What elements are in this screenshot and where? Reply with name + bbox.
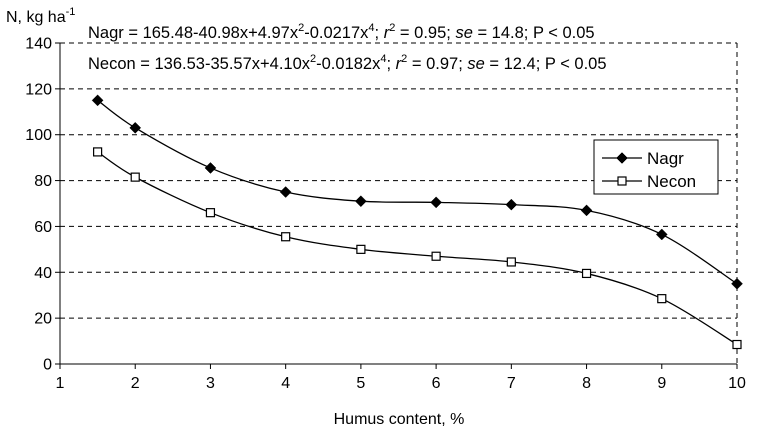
legend-label-nagr: Nagr <box>647 149 684 168</box>
x-tick-label-10: 10 <box>728 375 746 392</box>
x-tick-label-2: 2 <box>131 375 140 392</box>
equation-fragment: 4 <box>368 22 374 34</box>
data-point-necon-10 <box>732 339 742 350</box>
equation-fragment: -0.0182x <box>316 55 381 73</box>
y-tick-label-60: 60 <box>34 219 52 236</box>
data-point-nagr-3 <box>204 162 217 174</box>
equation-fragment: r <box>396 55 403 73</box>
y-tick-label-140: 140 <box>25 36 52 53</box>
legend-marker-nagr <box>616 152 628 164</box>
equation-fragment: 2 <box>310 53 316 65</box>
data-point-necon-4 <box>281 232 291 242</box>
data-point-nagr-1.5 <box>91 94 104 107</box>
series-nagr <box>91 94 743 290</box>
equation-fragment: ; <box>386 55 395 73</box>
legend-marker-necon <box>617 176 627 186</box>
y-axis-label: N, kg ha-1 <box>6 6 75 26</box>
y-tick-label-0: 0 <box>43 357 52 374</box>
series-line-nagr <box>97 99 738 285</box>
equation-fragment: = 14.8; P < 0.05 <box>473 24 595 42</box>
axes <box>59 43 737 365</box>
equation-fragment: r <box>384 24 391 42</box>
series-line-necon <box>97 151 738 346</box>
data-point-necon-8 <box>581 268 592 279</box>
legend-label-necon: Necon <box>647 172 696 191</box>
equation-fragment: Nagr = 165.48-40.98x+4.97x <box>88 24 299 42</box>
nagr-equation: Nagr = 165.48-40.98x+4.97x2-0.0217x4; r2… <box>88 22 595 42</box>
equation-fragment: 2 <box>401 53 407 65</box>
data-point-nagr-6 <box>430 196 442 209</box>
equation-fragment: 4 <box>380 53 386 65</box>
y-tick-label-120: 120 <box>25 81 52 98</box>
data-point-necon-7 <box>506 257 516 267</box>
data-point-nagr-8 <box>580 204 593 217</box>
data-point-nagr-4 <box>279 186 292 198</box>
necon-equation: Necon = 136.53-35.57x+4.10x2-0.0182x4; r… <box>88 53 607 73</box>
data-point-nagr-9 <box>655 228 668 241</box>
y-tick-label-20: 20 <box>34 311 52 328</box>
y-tick-label-40: 40 <box>34 265 52 282</box>
data-point-necon-2 <box>130 172 140 182</box>
legend: Nagr Necon <box>593 139 719 195</box>
x-tick-label-1: 1 <box>56 375 65 392</box>
equation-fragment: -0.0217x <box>304 24 369 42</box>
equation-fragment: = 0.95; <box>395 24 455 42</box>
equation-fragment: Necon = 136.53-35.57x+4.10x <box>88 55 311 73</box>
x-tick-label-6: 6 <box>432 375 441 392</box>
data-point-nagr-2 <box>129 121 142 134</box>
equation-fragment: = 0.97; <box>407 55 467 73</box>
x-tick-label-8: 8 <box>582 375 591 392</box>
data-point-necon-9 <box>657 294 667 304</box>
data-point-necon-1.5 <box>93 147 103 157</box>
data-point-nagr-7 <box>505 198 518 211</box>
y-axis-ticks: 0 20 40 60 80 100 120 140 <box>25 36 60 374</box>
equation-fragment: se <box>467 55 484 73</box>
data-point-nagr-10 <box>731 277 743 290</box>
x-axis-label: Humus content, % <box>334 411 465 428</box>
legend-box <box>593 139 719 195</box>
x-axis-ticks: 1 2 3 4 5 6 7 8 9 10 <box>56 364 746 392</box>
equation-fragment: 2 <box>298 22 304 34</box>
y-tick-label-100: 100 <box>25 127 52 144</box>
x-tick-label-7: 7 <box>507 375 516 392</box>
data-point-nagr-5 <box>355 195 367 208</box>
series-layer <box>91 94 743 350</box>
equation-fragment: 2 <box>389 22 395 34</box>
equation-fragment: ; <box>375 24 384 42</box>
y-tick-label-80: 80 <box>34 173 52 190</box>
series-necon <box>93 147 742 350</box>
x-tick-label-5: 5 <box>356 375 365 392</box>
data-point-necon-5 <box>356 244 366 254</box>
grid-lines <box>60 42 738 364</box>
equation-fragment: se <box>455 24 472 42</box>
data-point-necon-6 <box>431 251 441 261</box>
x-tick-label-9: 9 <box>657 375 666 392</box>
y-axis-label-superscript: -1 <box>66 6 76 18</box>
x-tick-label-4: 4 <box>281 375 290 392</box>
x-tick-label-3: 3 <box>206 375 215 392</box>
equation-fragment: = 12.4; P < 0.05 <box>485 55 607 73</box>
data-point-necon-3 <box>205 208 216 218</box>
